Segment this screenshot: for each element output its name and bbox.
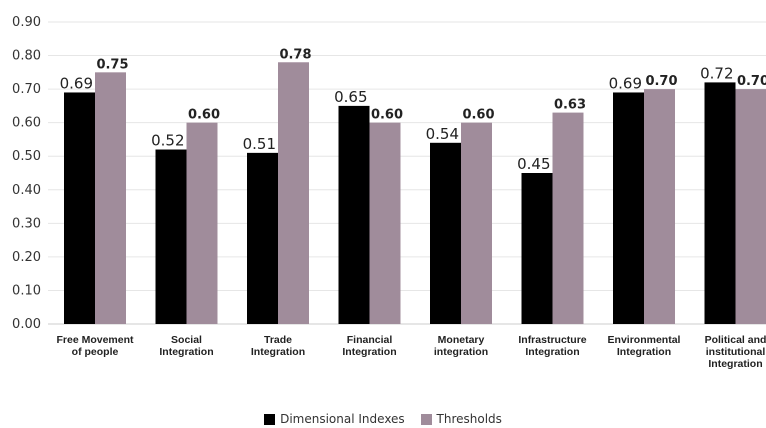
bars <box>64 62 766 325</box>
bar-dimensional-index[interactable] <box>64 92 95 324</box>
x-tick-label: Integration <box>159 346 213 358</box>
bar-threshold[interactable] <box>735 89 766 324</box>
value-labels: 0.690.750.520.600.510.780.650.600.540.60… <box>60 47 766 173</box>
data-label: 0.60 <box>371 108 403 123</box>
bar-dimensional-index[interactable] <box>247 152 278 324</box>
data-label: 0.60 <box>188 108 220 123</box>
x-tick-label: Trade <box>264 334 292 346</box>
y-tick-label: 0.70 <box>12 82 41 97</box>
bar-threshold[interactable] <box>278 62 309 325</box>
x-tick-label: Integration <box>342 346 396 358</box>
x-tick-label: Monetary <box>438 334 485 346</box>
bar-threshold[interactable] <box>644 89 675 324</box>
y-tick-label: 0.00 <box>12 317 41 332</box>
data-label: 0.72 <box>700 64 733 82</box>
data-label: 0.78 <box>279 47 311 62</box>
data-label: 0.70 <box>645 74 677 89</box>
x-tick-label: Financial <box>347 334 393 346</box>
x-tick-label: institutional <box>706 346 766 358</box>
x-tick-label: Integration <box>251 346 305 358</box>
data-label: 0.65 <box>334 88 367 106</box>
x-tick-label: Integration <box>525 346 579 358</box>
x-tick-label: Environmental <box>608 334 681 346</box>
y-tick-label: 0.90 <box>12 15 41 30</box>
bar-threshold[interactable] <box>95 72 126 324</box>
data-label: 0.51 <box>243 135 276 153</box>
y-tick-label: 0.60 <box>12 116 41 131</box>
data-label: 0.52 <box>151 132 184 150</box>
y-axis-ticks: 0.00 0.10 0.20 0.30 0.40 0.50 0.60 0.70 0.80 0.90 <box>12 15 41 332</box>
x-tick-label: of people <box>72 346 119 358</box>
legend-swatch <box>264 413 276 425</box>
y-tick-label: 0.40 <box>12 183 41 198</box>
legend: Dimensional Indexes Thresholds <box>0 412 766 428</box>
bar-dimensional-index[interactable] <box>613 92 644 324</box>
bar-chart: 0.00 0.10 0.20 0.30 0.40 0.50 0.60 0.70 0.80 0.90… <box>12 15 766 370</box>
y-tick-label: 0.30 <box>12 216 41 231</box>
legend-label: Thresholds <box>436 412 502 426</box>
x-tick-label: Social <box>171 334 202 346</box>
legend-swatch <box>420 413 432 425</box>
bar-dimensional-index[interactable] <box>704 82 736 325</box>
legend-item-dimensional-indexes[interactable]: Dimensional Indexes <box>264 412 405 426</box>
x-tick-label: Integration <box>708 358 762 370</box>
data-label: 0.70 <box>737 74 766 89</box>
data-label: 0.75 <box>96 57 128 72</box>
data-label: 0.45 <box>517 155 550 173</box>
x-tick-label: Political and <box>705 334 766 346</box>
data-label: 0.69 <box>609 74 642 92</box>
data-label: 0.69 <box>60 74 93 92</box>
data-label: 0.60 <box>462 108 494 123</box>
x-tick-label: Infrastructure <box>518 334 586 346</box>
bar-threshold[interactable] <box>552 112 584 324</box>
x-tick-label: Integration <box>617 346 671 358</box>
y-tick-label: 0.80 <box>12 49 41 64</box>
y-tick-label: 0.20 <box>12 250 41 265</box>
y-tick-label: 0.10 <box>12 283 41 298</box>
data-label: 0.63 <box>554 98 586 113</box>
legend-item-thresholds[interactable]: Thresholds <box>420 412 502 426</box>
bar-dimensional-index[interactable] <box>338 105 370 324</box>
x-tick-label: integration <box>434 346 488 358</box>
data-label: 0.54 <box>426 125 459 143</box>
x-tick-label: Free Movement <box>56 334 134 346</box>
bar-threshold[interactable] <box>186 122 218 325</box>
legend-label: Dimensional Indexes <box>280 412 405 426</box>
bar-threshold[interactable] <box>369 122 401 325</box>
y-tick-label: 0.50 <box>12 149 41 164</box>
bar-threshold[interactable] <box>461 122 492 325</box>
bar-dimensional-index[interactable] <box>430 142 461 324</box>
bar-dimensional-index[interactable] <box>521 173 553 324</box>
bar-dimensional-index[interactable] <box>155 149 187 324</box>
